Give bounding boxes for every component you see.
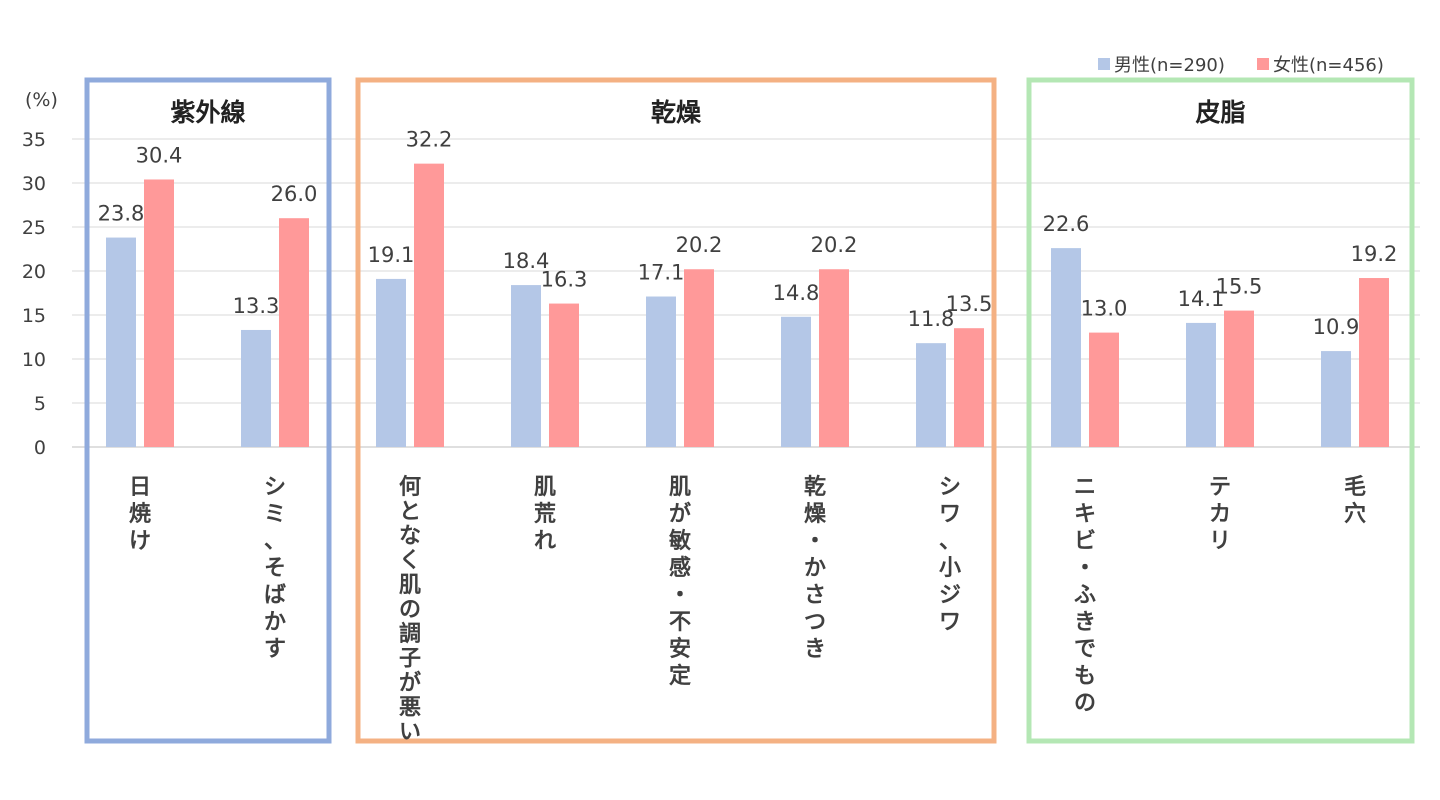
- category-label-5: 肌が敏感・不安定: [668, 475, 691, 689]
- category-label-3: 何となく肌の調子が悪い: [399, 474, 421, 745]
- group-box-2: [355, 77, 997, 744]
- group-title-3: 皮脂: [1195, 98, 1245, 127]
- bar-female-6: [819, 269, 849, 447]
- y-tick-label-20: 20: [22, 261, 46, 283]
- category-label-7: シワ、小ジワ: [939, 475, 961, 635]
- bar-male-5: [646, 296, 676, 447]
- bars: [106, 163, 1389, 448]
- bar-female-10: [1359, 278, 1389, 447]
- y-tick-label-10: 10: [22, 349, 46, 371]
- bar-male-1: [106, 237, 136, 447]
- bar-male-8: [1051, 248, 1081, 447]
- value-label-female-2: 26.0: [271, 182, 318, 206]
- category-label-10: 毛穴: [1344, 475, 1366, 527]
- value-label-male-4: 18.4: [503, 249, 550, 273]
- group-title-1: 紫外線: [170, 98, 245, 127]
- group-title-2: 乾燥: [651, 98, 702, 127]
- bar-female-3: [414, 163, 444, 447]
- legend-label-male: 男性(n=290): [1114, 55, 1225, 76]
- bar-female-1: [144, 179, 174, 448]
- value-label-male-6: 14.8: [773, 281, 820, 305]
- legend: 男性(n=290) 女性(n=456): [1098, 55, 1384, 76]
- bar-female-7: [954, 328, 984, 447]
- value-label-female-10: 19.2: [1351, 242, 1398, 266]
- value-label-female-5: 20.2: [676, 233, 723, 257]
- bar-male-9: [1186, 322, 1216, 447]
- value-label-female-8: 13.0: [1081, 297, 1128, 321]
- bar-male-2: [241, 329, 271, 447]
- bar-female-4: [549, 303, 579, 447]
- y-tick-label-25: 25: [22, 217, 46, 239]
- value-label-male-8: 22.6: [1043, 212, 1090, 236]
- legend-swatch-female: [1257, 58, 1269, 70]
- value-label-female-1: 30.4: [136, 143, 183, 167]
- bar-female-2: [279, 218, 309, 447]
- category-label-4: 肌荒れ: [534, 475, 556, 554]
- category-label-6: 乾燥・かさつき: [804, 474, 827, 662]
- value-label-male-1: 23.8: [98, 202, 145, 226]
- value-label-female-7: 13.5: [946, 292, 993, 316]
- category-label-9: テカリ: [1209, 475, 1231, 554]
- y-tick-label-5: 5: [34, 393, 46, 415]
- bar-male-4: [511, 285, 541, 447]
- value-label-male-10: 10.9: [1313, 315, 1360, 339]
- group-box-1: [84, 77, 332, 744]
- bar-female-8: [1089, 332, 1119, 447]
- group-box-3: [1026, 77, 1415, 744]
- value-label-male-2: 13.3: [233, 294, 280, 318]
- category-label-2: シミ、そばかす: [264, 475, 286, 662]
- y-tick-label-30: 30: [22, 173, 46, 195]
- category-label-8: ニキビ・ふきでもの: [1074, 475, 1096, 716]
- value-label-male-3: 19.1: [368, 243, 415, 267]
- bar-male-6: [781, 316, 811, 447]
- legend-swatch-male: [1098, 58, 1110, 70]
- bar-female-5: [684, 269, 714, 447]
- labels: 23.8 13.3 19.1 18.4 17.1 14.8 11.8 22.6 14.1 10.9…: [98, 128, 1398, 745]
- value-label-male-7: 11.8: [908, 307, 955, 331]
- value-label-female-9: 15.5: [1216, 275, 1263, 299]
- y-tick-label-15: 15: [22, 305, 46, 327]
- value-label-male-5: 17.1: [638, 261, 685, 285]
- value-label-female-3: 32.2: [406, 128, 453, 152]
- value-label-female-6: 20.2: [811, 233, 858, 257]
- y-unit-label: (%): [25, 89, 58, 111]
- value-label-female-4: 16.3: [541, 268, 588, 292]
- bar-male-3: [376, 278, 406, 447]
- value-label-male-9: 14.1: [1178, 287, 1225, 311]
- category-label-1: 日焼け: [129, 475, 151, 554]
- group-boxes: 紫外線 乾燥 皮脂: [84, 77, 1415, 744]
- bar-female-9: [1224, 310, 1254, 447]
- bar-male-7: [916, 343, 946, 447]
- bar-male-10: [1321, 351, 1351, 447]
- y-tick-label-35: 35: [22, 129, 46, 151]
- legend-label-female: 女性(n=456): [1273, 55, 1384, 76]
- y-tick-label-0: 0: [34, 437, 46, 459]
